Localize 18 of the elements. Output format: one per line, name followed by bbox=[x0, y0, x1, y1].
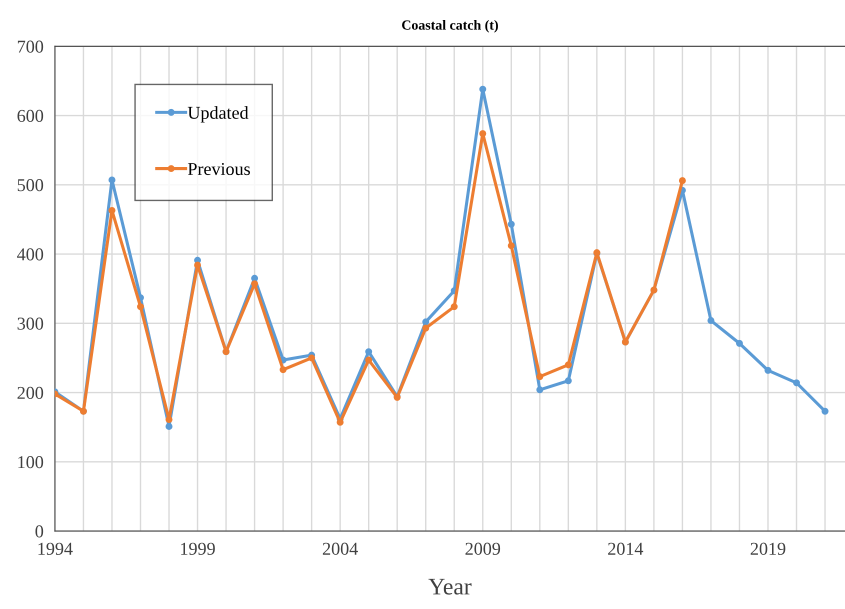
y-tick-label: 400 bbox=[17, 248, 44, 260]
x-tick-label: 2014 bbox=[608, 542, 644, 555]
x-tick-label: 1999 bbox=[181, 542, 215, 555]
chart-title: Coastal catch (t) bbox=[402, 20, 498, 33]
y-tick-label: 700 bbox=[18, 40, 44, 53]
legend-label: Previous bbox=[188, 162, 250, 176]
x-tick-label: 2009 bbox=[466, 542, 500, 555]
y-tick-label: 0 bbox=[35, 525, 44, 538]
y-tick-label: 100 bbox=[18, 456, 44, 468]
x-tick-label: 2004 bbox=[322, 542, 358, 555]
legend-label: Updated bbox=[188, 106, 248, 123]
y-tick-label: 200 bbox=[18, 386, 44, 399]
y-tick-label: 500 bbox=[18, 179, 44, 192]
x-axis-title: Year bbox=[428, 578, 472, 595]
x-tick-label: 2019 bbox=[750, 542, 786, 555]
y-tick-label: 300 bbox=[18, 318, 44, 330]
x-tick-label: 1994 bbox=[38, 542, 73, 555]
y-tick-label: 600 bbox=[18, 110, 44, 122]
